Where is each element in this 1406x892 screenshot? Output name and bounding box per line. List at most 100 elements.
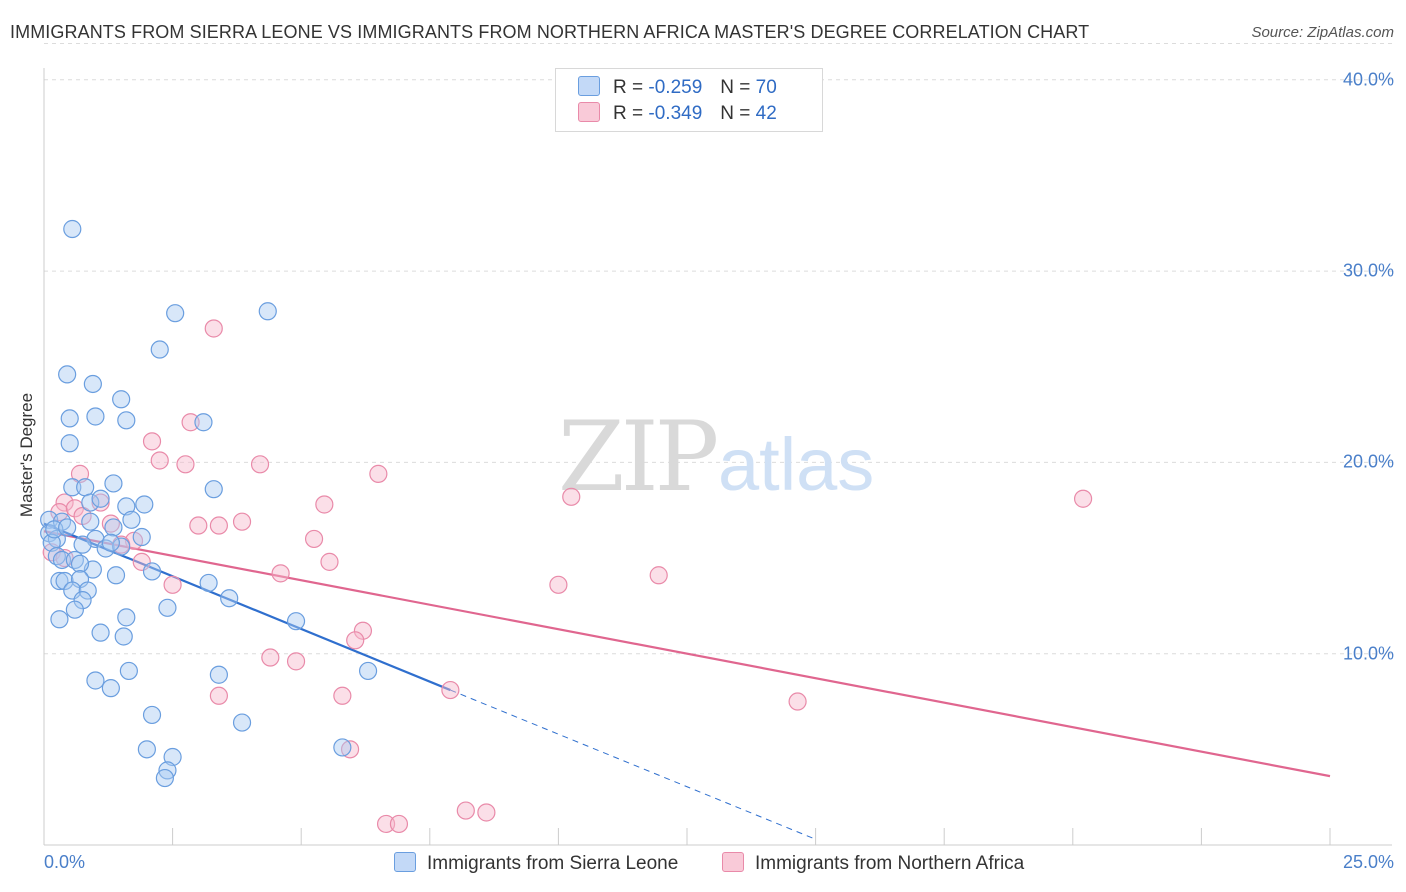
- point-sierra-leone: [106, 566, 126, 585]
- point-sierra-leone: [358, 661, 378, 681]
- legend-r-label: R =: [613, 103, 644, 124]
- point-northern-africa: [353, 621, 373, 640]
- point-sierra-leone: [52, 512, 72, 531]
- point-northern-africa: [649, 566, 668, 585]
- point-sierra-leone: [76, 478, 95, 497]
- legend-swatch-pink: [578, 102, 600, 122]
- point-northern-africa: [271, 564, 290, 583]
- point-northern-africa: [261, 648, 280, 667]
- legend-sierra-leone: Immigrants from Sierra Leone: [394, 852, 678, 875]
- x-tick-max: 25.0%: [1342, 852, 1394, 872]
- point-sierra-leone: [101, 533, 120, 552]
- point-northern-africa: [456, 801, 475, 820]
- watermark-atlas: atlas: [718, 423, 874, 506]
- legend-r-value: -0.259: [648, 77, 703, 98]
- trend-lines: [43, 522, 1331, 840]
- point-sierra-leone: [204, 480, 223, 499]
- x-tick-min: 0.0%: [44, 852, 86, 872]
- point-northern-africa: [142, 432, 162, 451]
- point-northern-africa: [389, 814, 409, 834]
- gridlines: [44, 43, 1392, 655]
- point-sierra-leone: [86, 407, 105, 426]
- legend-row-sierra-leone: R = -0.259 N = 70: [578, 76, 777, 100]
- legend-row-northern-africa: R = -0.349 N = 42: [578, 102, 777, 126]
- watermark-zip: ZIP: [558, 401, 717, 513]
- point-sierra-leone: [91, 489, 110, 508]
- point-northern-africa: [176, 455, 195, 474]
- legend-northern-africa: Immigrants from Northern Africa: [722, 852, 1024, 875]
- watermark: ZIP atlas: [558, 401, 874, 513]
- point-northern-africa: [250, 455, 270, 474]
- point-sierra-leone: [81, 493, 100, 512]
- point-sierra-leone: [163, 747, 182, 767]
- point-sierra-leone: [50, 571, 69, 591]
- point-northern-africa: [204, 319, 223, 338]
- point-sierra-leone: [158, 598, 177, 617]
- chart-title: IMMIGRANTS FROM SIERRA LEONE VS IMMIGRAN…: [10, 22, 1090, 42]
- point-northern-africa: [304, 529, 324, 549]
- legend-n-label: N =: [720, 77, 751, 98]
- point-sierra-leone: [42, 533, 61, 552]
- point-sierra-leone: [194, 413, 213, 432]
- point-sierra-leone: [199, 573, 218, 593]
- point-sierra-leone: [101, 679, 120, 698]
- point-northern-africa: [150, 451, 169, 470]
- legend-r-value: -0.349: [648, 103, 703, 124]
- point-sierra-leone: [73, 591, 92, 610]
- point-sierra-leone: [104, 518, 123, 537]
- point-sierra-leone: [86, 671, 105, 690]
- point-sierra-leone: [258, 302, 277, 321]
- point-northern-africa: [1073, 489, 1093, 508]
- point-sierra-leone: [65, 600, 84, 619]
- point-sierra-leone: [81, 512, 100, 531]
- point-sierra-leone: [122, 510, 141, 529]
- point-northern-africa: [70, 464, 90, 483]
- point-sierra-leone: [114, 627, 133, 646]
- y-axis-label: Master's Degree: [17, 392, 36, 518]
- point-sierra-leone: [117, 608, 136, 627]
- legend-n-value: 70: [755, 77, 777, 98]
- point-sierra-leone: [78, 581, 97, 600]
- point-sierra-leone: [117, 497, 136, 516]
- point-northern-africa: [549, 575, 568, 594]
- point-sierra-leone: [333, 738, 352, 757]
- data-points: [40, 219, 1093, 834]
- point-northern-africa: [376, 814, 396, 834]
- legend-n-value: 42: [755, 103, 777, 124]
- point-sierra-leone: [55, 571, 74, 591]
- point-northern-africa: [315, 495, 334, 514]
- point-northern-africa: [562, 487, 581, 506]
- point-sierra-leone: [58, 365, 77, 384]
- y-tick-label: 30.0%: [1342, 260, 1394, 281]
- point-sierra-leone: [50, 610, 69, 629]
- point-sierra-leone: [112, 537, 131, 556]
- legend-label-northern-africa: Immigrants from Northern Africa: [755, 853, 1025, 874]
- point-northern-africa: [369, 464, 388, 483]
- point-sierra-leone: [119, 661, 138, 681]
- point-northern-africa: [286, 652, 306, 671]
- point-northern-africa: [209, 686, 228, 705]
- point-sierra-leone: [96, 539, 115, 558]
- point-sierra-leone: [166, 304, 185, 323]
- point-sierra-leone: [91, 623, 110, 642]
- point-sierra-leone: [142, 562, 162, 581]
- point-sierra-leone: [70, 554, 90, 573]
- point-northern-africa: [441, 680, 460, 700]
- point-sierra-leone: [63, 219, 82, 239]
- point-sierra-leone: [137, 740, 156, 759]
- point-sierra-leone: [63, 478, 82, 497]
- legend-swatch-blue: [578, 76, 600, 96]
- point-sierra-leone: [58, 518, 77, 537]
- legend-r-label: R =: [613, 77, 644, 98]
- point-sierra-leone: [112, 390, 131, 409]
- point-northern-africa: [346, 631, 365, 650]
- point-sierra-leone: [132, 527, 151, 547]
- point-northern-africa: [477, 803, 496, 822]
- point-sierra-leone: [52, 550, 72, 570]
- point-sierra-leone: [117, 411, 136, 430]
- point-northern-africa: [181, 413, 200, 432]
- source-credit: Source: ZipAtlas.com: [1251, 24, 1394, 41]
- point-northern-africa: [55, 493, 74, 512]
- y-tick-label: 20.0%: [1342, 451, 1394, 472]
